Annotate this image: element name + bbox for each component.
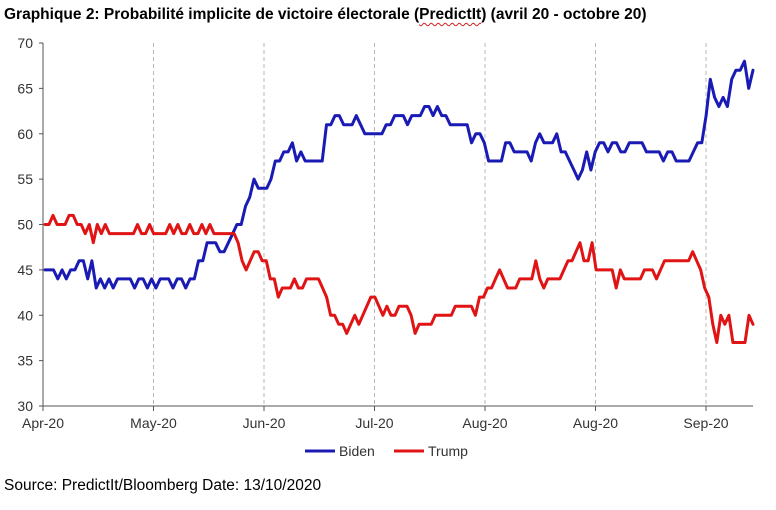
series-line-trump [43, 213, 755, 344]
y-tick-label: 45 [17, 262, 33, 278]
y-tick-label: 40 [17, 307, 33, 323]
legend-trump-label: Trump [428, 443, 468, 459]
chart-title: Graphique 2: Probabilité implicite de vi… [4, 6, 647, 24]
y-tick-label: 55 [17, 171, 33, 187]
x-tick-label: Aug-20 [462, 415, 507, 431]
title-source-word: PredictIt [419, 6, 482, 23]
x-tick-label: May-20 [130, 415, 177, 431]
y-tick-label: 65 [17, 80, 33, 96]
line-chart: 30 35 40 45 50 55 60 65 70 Apr-20 May-20 Jun-20 Jul… [17, 35, 755, 459]
gridlines [153, 43, 707, 406]
y-axis-ticks: 30 35 40 45 50 55 60 65 70 [17, 35, 43, 414]
x-tick-label: Apr-20 [22, 415, 64, 431]
series-line-biden [43, 59, 755, 290]
x-tick-label: Jul-20 [355, 415, 393, 431]
y-tick-label: 60 [17, 126, 33, 142]
y-tick-label: 35 [17, 353, 33, 369]
legend: Biden Trump [305, 443, 468, 459]
title-suffix: ) (avril 20 - octobre 20) [481, 6, 647, 23]
x-tick-label: Jun-20 [243, 415, 286, 431]
y-tick-label: 70 [17, 35, 33, 51]
title-prefix: Graphique 2: Probabilité implicite de vi… [4, 6, 420, 23]
y-tick-label: 30 [17, 398, 33, 414]
source-note: Source: PredictIt/Bloomberg Date: 13/10/… [4, 477, 322, 494]
series-lines [43, 59, 755, 344]
y-tick-label: 50 [17, 217, 33, 233]
x-tick-label: Sep-20 [683, 415, 728, 431]
legend-biden-label: Biden [339, 443, 375, 459]
x-tick-label: Aug-20 [573, 415, 618, 431]
x-axis-ticks: Apr-20 May-20 Jun-20 Jul-20 Aug-20 Aug-20 Sep-… [22, 406, 729, 431]
